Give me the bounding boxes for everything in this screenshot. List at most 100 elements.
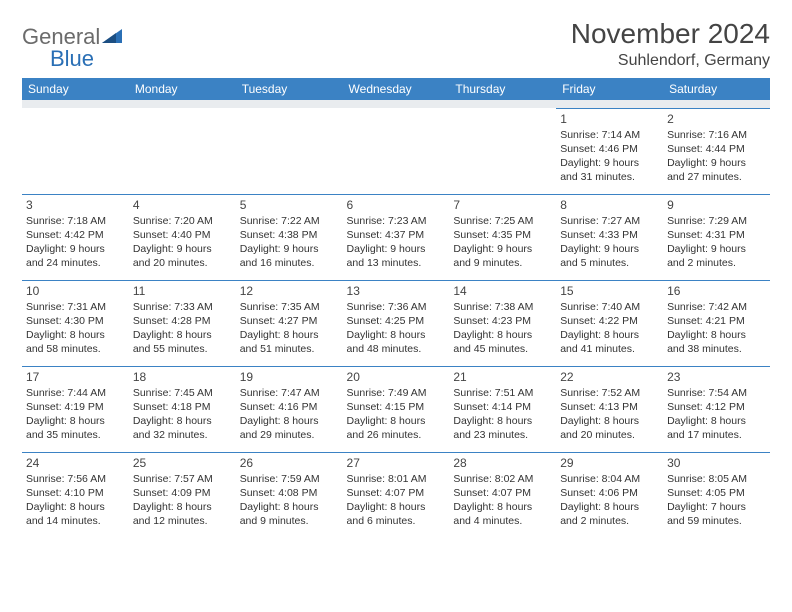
daylight-line: Daylight: 8 hours and 32 minutes. [133, 414, 232, 442]
sunset-line: Sunset: 4:09 PM [133, 486, 232, 500]
daylight-line: Daylight: 8 hours and 17 minutes. [667, 414, 766, 442]
sunrise-line: Sunrise: 7:47 AM [240, 386, 339, 400]
daylight-line: Daylight: 8 hours and 14 minutes. [26, 500, 125, 528]
calendar-cell: 9Sunrise: 7:29 AMSunset: 4:31 PMDaylight… [663, 194, 770, 280]
day-number: 18 [133, 369, 232, 386]
sunset-line: Sunset: 4:18 PM [133, 400, 232, 414]
daylight-line: Daylight: 8 hours and 4 minutes. [453, 500, 552, 528]
day-number: 13 [347, 283, 446, 300]
calendar-week-row: 3Sunrise: 7:18 AMSunset: 4:42 PMDaylight… [22, 194, 770, 280]
daylight-line: Daylight: 8 hours and 41 minutes. [560, 328, 659, 356]
sunset-line: Sunset: 4:28 PM [133, 314, 232, 328]
calendar-cell: 29Sunrise: 8:04 AMSunset: 4:06 PMDayligh… [556, 452, 663, 538]
sunset-line: Sunset: 4:12 PM [667, 400, 766, 414]
day-number: 17 [26, 369, 125, 386]
day-header: Sunday [22, 78, 129, 100]
day-number: 12 [240, 283, 339, 300]
sunset-line: Sunset: 4:15 PM [347, 400, 446, 414]
calendar-cell: 11Sunrise: 7:33 AMSunset: 4:28 PMDayligh… [129, 280, 236, 366]
sunset-line: Sunset: 4:22 PM [560, 314, 659, 328]
sunset-line: Sunset: 4:40 PM [133, 228, 232, 242]
sunrise-line: Sunrise: 7:25 AM [453, 214, 552, 228]
day-number: 22 [560, 369, 659, 386]
day-header: Saturday [663, 78, 770, 100]
daylight-line: Daylight: 9 hours and 2 minutes. [667, 242, 766, 270]
calendar-cell: 2Sunrise: 7:16 AMSunset: 4:44 PMDaylight… [663, 108, 770, 194]
day-number: 26 [240, 455, 339, 472]
day-number: 14 [453, 283, 552, 300]
sunrise-line: Sunrise: 7:20 AM [133, 214, 232, 228]
sunrise-line: Sunrise: 7:35 AM [240, 300, 339, 314]
calendar-cell: 21Sunrise: 7:51 AMSunset: 4:14 PMDayligh… [449, 366, 556, 452]
calendar-cell: 30Sunrise: 8:05 AMSunset: 4:05 PMDayligh… [663, 452, 770, 538]
sunrise-line: Sunrise: 7:23 AM [347, 214, 446, 228]
day-header: Friday [556, 78, 663, 100]
sunrise-line: Sunrise: 7:52 AM [560, 386, 659, 400]
sunrise-line: Sunrise: 7:49 AM [347, 386, 446, 400]
sunset-line: Sunset: 4:27 PM [240, 314, 339, 328]
sunrise-line: Sunrise: 7:14 AM [560, 128, 659, 142]
calendar-table: SundayMondayTuesdayWednesdayThursdayFrid… [22, 78, 770, 538]
calendar-cell: 16Sunrise: 7:42 AMSunset: 4:21 PMDayligh… [663, 280, 770, 366]
daylight-line: Daylight: 9 hours and 31 minutes. [560, 156, 659, 184]
day-number: 20 [347, 369, 446, 386]
sunset-line: Sunset: 4:30 PM [26, 314, 125, 328]
calendar-cell: 20Sunrise: 7:49 AMSunset: 4:15 PMDayligh… [343, 366, 450, 452]
sunset-line: Sunset: 4:38 PM [240, 228, 339, 242]
day-number: 25 [133, 455, 232, 472]
sunset-line: Sunset: 4:37 PM [347, 228, 446, 242]
sunset-line: Sunset: 4:31 PM [667, 228, 766, 242]
month-title: November 2024 [571, 18, 770, 50]
calendar-cell [129, 108, 236, 194]
sunrise-line: Sunrise: 7:36 AM [347, 300, 446, 314]
calendar-cell: 23Sunrise: 7:54 AMSunset: 4:12 PMDayligh… [663, 366, 770, 452]
sunset-line: Sunset: 4:25 PM [347, 314, 446, 328]
daylight-line: Daylight: 9 hours and 16 minutes. [240, 242, 339, 270]
daylight-line: Daylight: 8 hours and 45 minutes. [453, 328, 552, 356]
daylight-line: Daylight: 8 hours and 12 minutes. [133, 500, 232, 528]
sunrise-line: Sunrise: 8:05 AM [667, 472, 766, 486]
calendar-cell: 12Sunrise: 7:35 AMSunset: 4:27 PMDayligh… [236, 280, 343, 366]
calendar-cell: 15Sunrise: 7:40 AMSunset: 4:22 PMDayligh… [556, 280, 663, 366]
sunset-line: Sunset: 4:23 PM [453, 314, 552, 328]
daylight-line: Daylight: 9 hours and 24 minutes. [26, 242, 125, 270]
sunrise-line: Sunrise: 7:42 AM [667, 300, 766, 314]
title-block: November 2024 Suhlendorf, Germany [571, 18, 770, 70]
daylight-line: Daylight: 8 hours and 26 minutes. [347, 414, 446, 442]
calendar-week-row: 24Sunrise: 7:56 AMSunset: 4:10 PMDayligh… [22, 452, 770, 538]
sunrise-line: Sunrise: 7:44 AM [26, 386, 125, 400]
sunset-line: Sunset: 4:07 PM [347, 486, 446, 500]
day-header: Wednesday [343, 78, 450, 100]
daylight-line: Daylight: 8 hours and 58 minutes. [26, 328, 125, 356]
calendar-cell: 25Sunrise: 7:57 AMSunset: 4:09 PMDayligh… [129, 452, 236, 538]
daylight-line: Daylight: 9 hours and 13 minutes. [347, 242, 446, 270]
calendar-week-row: 17Sunrise: 7:44 AMSunset: 4:19 PMDayligh… [22, 366, 770, 452]
calendar-cell: 26Sunrise: 7:59 AMSunset: 4:08 PMDayligh… [236, 452, 343, 538]
sunrise-line: Sunrise: 7:22 AM [240, 214, 339, 228]
sunset-line: Sunset: 4:44 PM [667, 142, 766, 156]
logo-triangle-icon [102, 27, 122, 48]
calendar-cell: 6Sunrise: 7:23 AMSunset: 4:37 PMDaylight… [343, 194, 450, 280]
day-number: 4 [133, 197, 232, 214]
sunset-line: Sunset: 4:13 PM [560, 400, 659, 414]
calendar-week-row: 10Sunrise: 7:31 AMSunset: 4:30 PMDayligh… [22, 280, 770, 366]
sunset-line: Sunset: 4:10 PM [26, 486, 125, 500]
daylight-line: Daylight: 9 hours and 9 minutes. [453, 242, 552, 270]
daylight-line: Daylight: 7 hours and 59 minutes. [667, 500, 766, 528]
calendar-cell: 22Sunrise: 7:52 AMSunset: 4:13 PMDayligh… [556, 366, 663, 452]
day-number: 5 [240, 197, 339, 214]
daylight-line: Daylight: 8 hours and 35 minutes. [26, 414, 125, 442]
daylight-line: Daylight: 8 hours and 51 minutes. [240, 328, 339, 356]
sunrise-line: Sunrise: 7:45 AM [133, 386, 232, 400]
sunset-line: Sunset: 4:42 PM [26, 228, 125, 242]
day-number: 21 [453, 369, 552, 386]
sunrise-line: Sunrise: 7:40 AM [560, 300, 659, 314]
sunset-line: Sunset: 4:05 PM [667, 486, 766, 500]
sunrise-line: Sunrise: 7:57 AM [133, 472, 232, 486]
day-number: 11 [133, 283, 232, 300]
day-number: 24 [26, 455, 125, 472]
sunset-line: Sunset: 4:07 PM [453, 486, 552, 500]
sunset-line: Sunset: 4:19 PM [26, 400, 125, 414]
day-number: 23 [667, 369, 766, 386]
sunrise-line: Sunrise: 7:54 AM [667, 386, 766, 400]
